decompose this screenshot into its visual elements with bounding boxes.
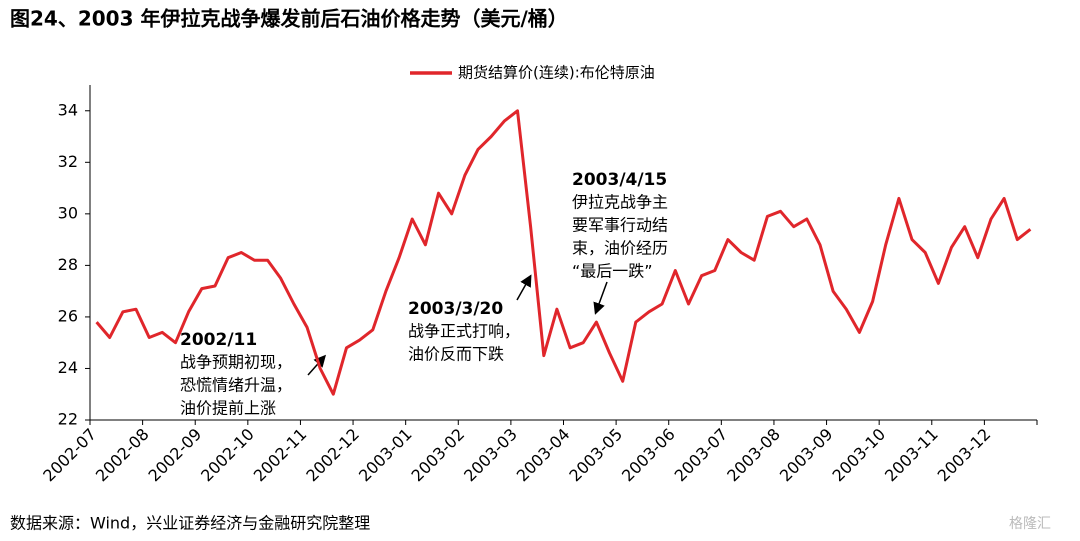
x-tick-label: 2003-03 <box>460 425 521 486</box>
y-tick-label: 24 <box>58 358 78 377</box>
y-tick-label: 28 <box>58 255 78 274</box>
y-tick-label: 32 <box>58 152 78 171</box>
arrow <box>516 274 532 301</box>
annotation-text: 伊拉克战争主 <box>572 193 668 212</box>
x-tick-label: 2002-10 <box>197 425 258 486</box>
annotation-text: 恐慌情绪升温， <box>180 376 292 395</box>
legend-label: 期货结算价(连续):布伦特原油 <box>458 64 655 82</box>
annotation-text: 战争预期初现， <box>180 353 292 372</box>
annotation-title: 2003/4/15 <box>572 170 667 190</box>
annotation-text: 油价反而下跌 <box>408 345 504 364</box>
data-line <box>95 109 1032 396</box>
x-tick-label: 2003-06 <box>618 425 679 486</box>
chart-title: 图24、2003 年伊拉克战争爆发前后石油价格走势（美元/桶） <box>10 7 568 31</box>
source-note: 数据来源：Wind，兴业证券经济与金融研究院整理 <box>10 514 370 533</box>
y-tick-label: 22 <box>58 410 78 429</box>
x-tick-label: 2002-09 <box>145 425 206 486</box>
x-tick-label: 2003-08 <box>723 425 784 486</box>
x-tick-label: 2003-11 <box>881 425 942 486</box>
arrow <box>593 281 608 315</box>
annotation-text: 束，油价经历 <box>572 239 668 258</box>
x-tick-label: 2002-07 <box>39 425 100 486</box>
arrow <box>307 354 326 376</box>
annotation-text: 战争正式打响， <box>408 322 520 341</box>
x-tick-label: 2002-12 <box>302 425 363 486</box>
x-tick-label: 2003-04 <box>513 425 574 486</box>
annotation-title: 2003/3/20 <box>408 299 503 319</box>
annotation-title: 2002/11 <box>180 330 257 350</box>
x-tick-label: 2002-08 <box>92 425 153 486</box>
annotation-text: 要军事行动结 <box>572 216 668 235</box>
x-tick-label: 2002-11 <box>250 425 311 486</box>
x-tick-label: 2003-02 <box>408 425 469 486</box>
x-tick-label: 2003-09 <box>776 425 837 486</box>
watermark: 格隆汇 <box>1009 516 1051 532</box>
annotation-text: “最后一跌” <box>572 262 653 281</box>
x-tick-label: 2003-12 <box>934 425 995 486</box>
y-tick-label: 34 <box>58 100 78 119</box>
x-tick-label: 2003-10 <box>828 425 889 486</box>
x-tick-label: 2003-07 <box>671 425 732 486</box>
x-tick-label: 2003-05 <box>565 425 626 486</box>
x-tick-label: 2003-01 <box>355 425 416 486</box>
y-tick-label: 30 <box>58 203 78 222</box>
annotation-text: 油价提前上涨 <box>180 399 276 418</box>
y-tick-label: 26 <box>58 306 78 325</box>
